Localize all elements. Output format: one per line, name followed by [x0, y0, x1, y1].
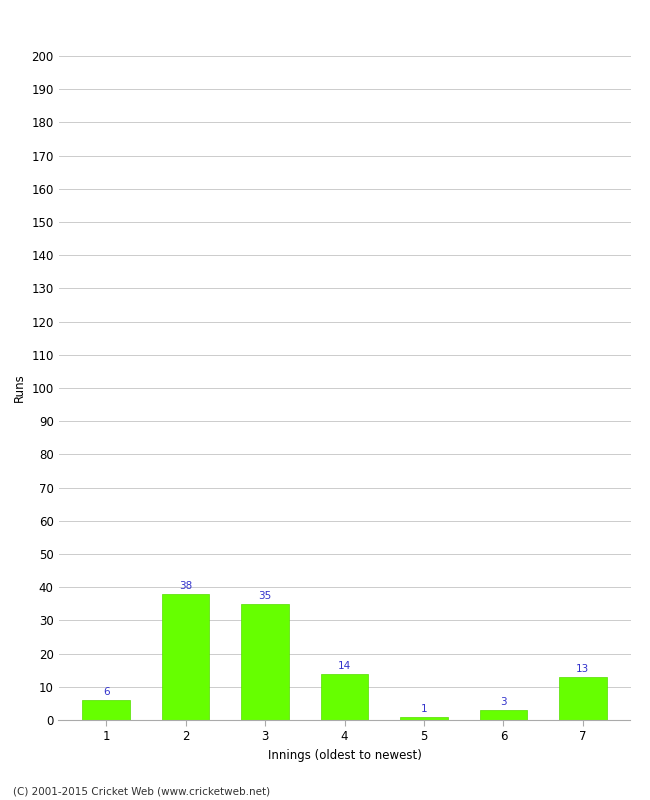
- Text: 6: 6: [103, 687, 109, 698]
- Bar: [83, 700, 130, 720]
- Bar: [559, 677, 606, 720]
- Bar: [320, 674, 369, 720]
- Text: 3: 3: [500, 698, 507, 707]
- Bar: [162, 594, 209, 720]
- Text: (C) 2001-2015 Cricket Web (www.cricketweb.net): (C) 2001-2015 Cricket Web (www.cricketwe…: [13, 786, 270, 796]
- Bar: [241, 604, 289, 720]
- Text: 38: 38: [179, 581, 192, 591]
- X-axis label: Innings (oldest to newest): Innings (oldest to newest): [268, 749, 421, 762]
- Y-axis label: Runs: Runs: [13, 374, 26, 402]
- Bar: [480, 710, 527, 720]
- Text: 14: 14: [338, 661, 351, 671]
- Text: 35: 35: [259, 591, 272, 601]
- Bar: [400, 717, 448, 720]
- Text: 1: 1: [421, 704, 427, 714]
- Text: 13: 13: [576, 664, 590, 674]
